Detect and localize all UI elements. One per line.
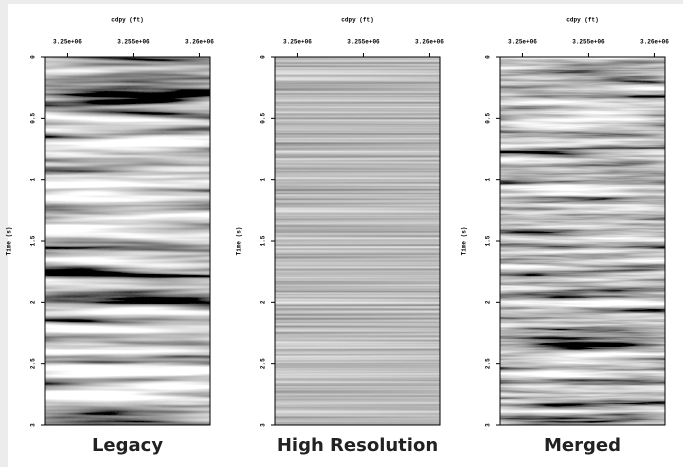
seismic-image	[275, 57, 440, 425]
x-tick-label: 3.26e+06	[415, 39, 444, 46]
y-tick-label: 1	[30, 177, 37, 181]
x-tick-label: 3.26e+06	[640, 39, 669, 46]
seismic-image	[500, 57, 665, 425]
y-tick-label: 3	[30, 423, 37, 427]
y-tick-label: 2.5	[485, 358, 492, 369]
x-axis-title: cdpy (ft)	[566, 17, 598, 24]
y-tick-label: 1	[260, 177, 267, 181]
y-tick-label: 2	[30, 300, 37, 304]
y-tick-label: 0	[260, 55, 267, 59]
y-tick-label: 2.5	[30, 358, 37, 369]
y-tick-label: 1.5	[30, 235, 37, 246]
y-axis-title: Time (s)	[461, 227, 468, 256]
x-axis-title: cdpy (ft)	[111, 17, 143, 24]
x-tick-label: 3.25e+06	[283, 39, 312, 46]
y-tick-label: 3	[260, 423, 267, 427]
x-tick-label: 3.255e+06	[347, 39, 380, 46]
panel-caption: Legacy	[92, 435, 163, 456]
y-tick-label: 0.5	[260, 113, 267, 124]
y-tick-label: 2	[260, 300, 267, 304]
y-tick-label: 3	[485, 423, 492, 427]
y-tick-label: 2	[485, 300, 492, 304]
y-tick-label: 0.5	[30, 113, 37, 124]
y-tick-label: 1	[485, 177, 492, 181]
panel-caption: High Resolution	[277, 435, 438, 456]
x-tick-label: 3.25e+06	[53, 39, 82, 46]
seismic-image	[45, 57, 210, 425]
y-tick-label: 0.5	[485, 113, 492, 124]
panel-caption: Merged	[544, 435, 621, 456]
x-tick-label: 3.255e+06	[572, 39, 605, 46]
y-tick-label: 2.5	[260, 358, 267, 369]
x-axis-title: cdpy (ft)	[341, 17, 373, 24]
y-axis-title: Time (s)	[236, 227, 243, 256]
y-tick-label: 0	[485, 55, 492, 59]
x-tick-label: 3.255e+06	[117, 39, 150, 46]
y-tick-label: 1.5	[260, 235, 267, 246]
y-tick-label: 1.5	[485, 235, 492, 246]
y-tick-label: 0	[30, 55, 37, 59]
x-tick-label: 3.25e+06	[508, 39, 537, 46]
x-tick-label: 3.26e+06	[185, 39, 214, 46]
y-axis-title: Time (s)	[6, 227, 13, 256]
